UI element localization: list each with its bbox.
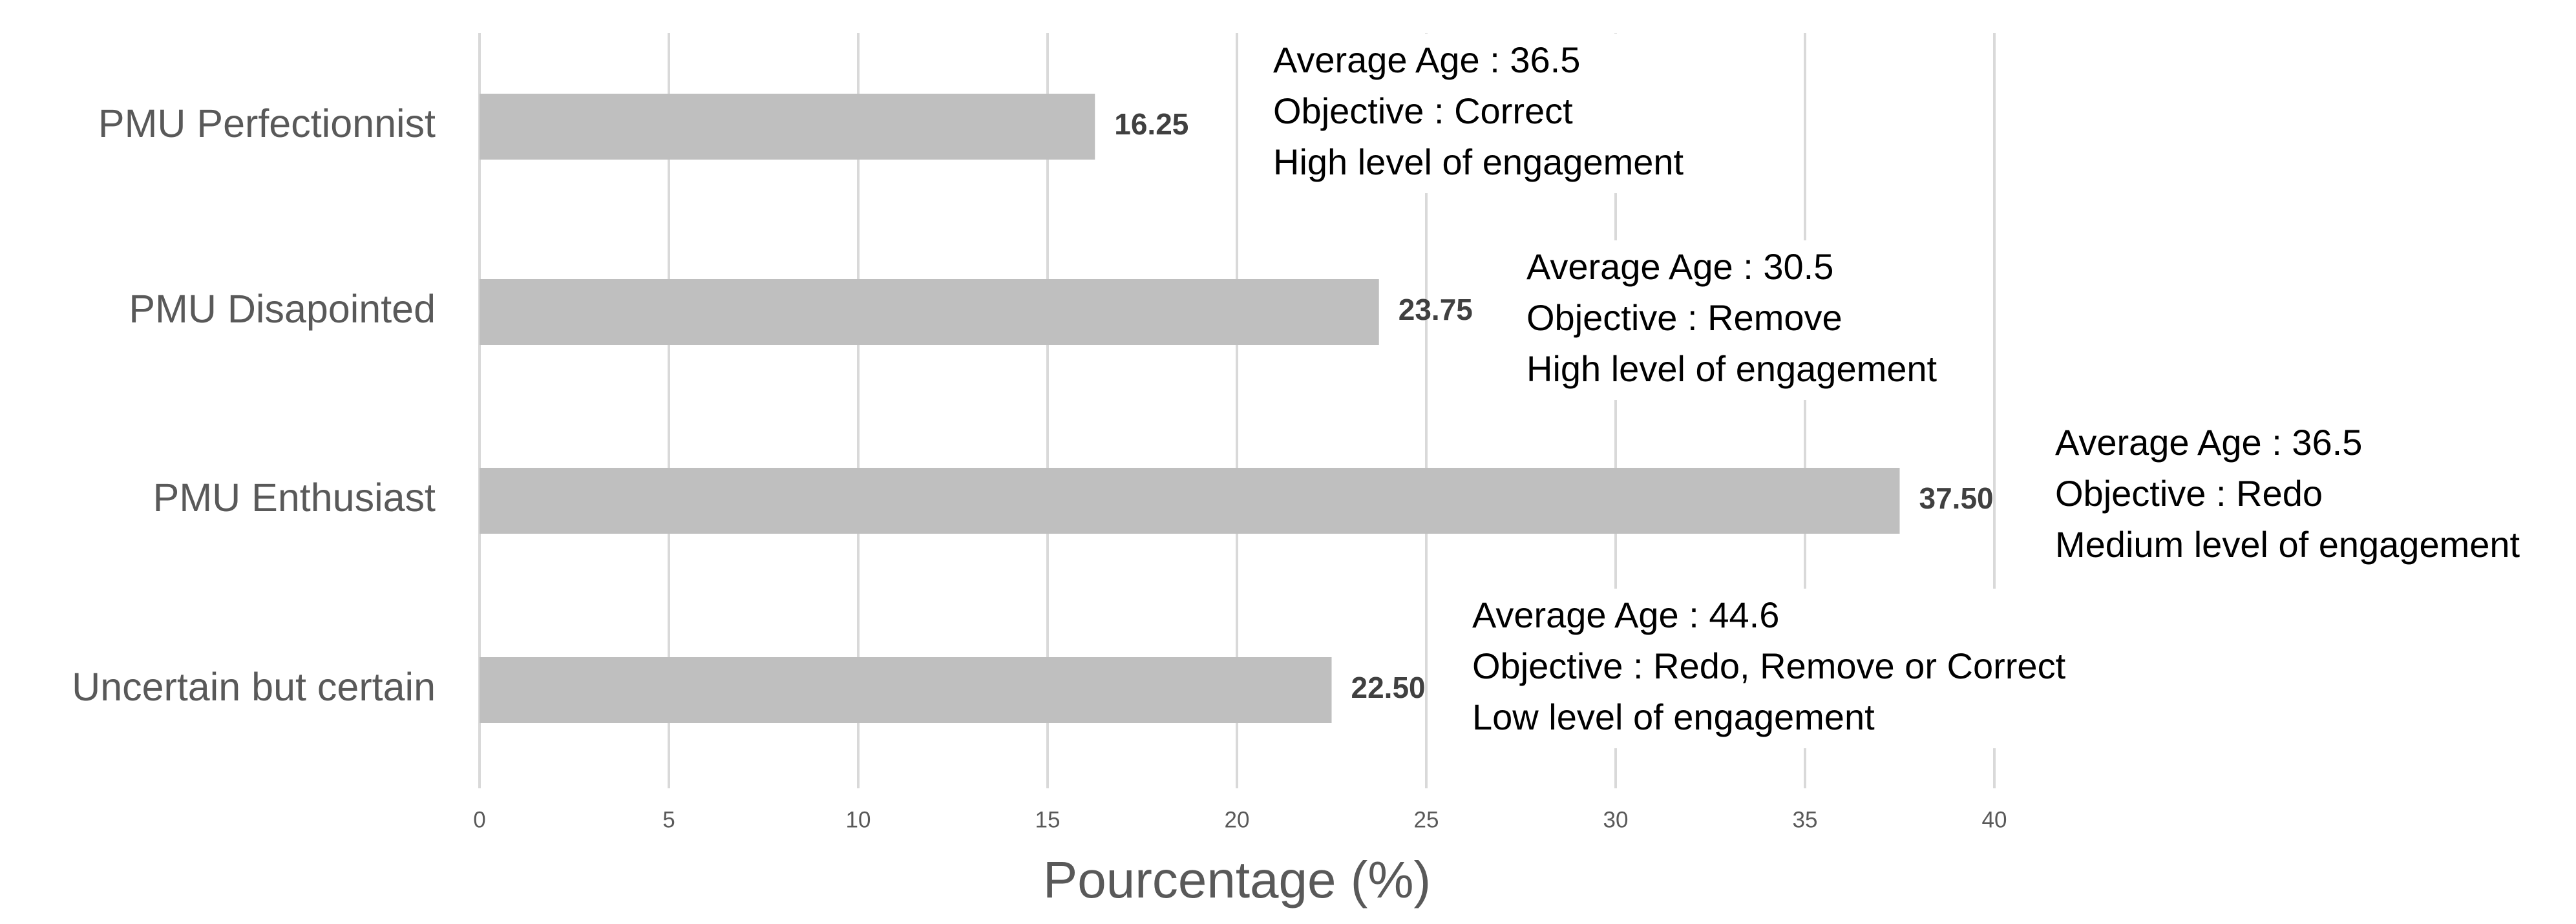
x-tick-label: 25 (1414, 807, 1439, 832)
value-label: 16.25 (1114, 107, 1188, 141)
x-tick-label: 35 (1793, 807, 1818, 832)
y-tick-label: PMU Perfectionnist (98, 101, 436, 145)
annotation-box (1514, 240, 1950, 400)
annotation-text: Medium level of engagement (2055, 524, 2520, 565)
y-tick-label: PMU Enthusiast (153, 476, 436, 520)
x-tick-label: 10 (846, 807, 871, 832)
annotation-text: High level of engagement (1273, 142, 1684, 182)
annotation-text: Low level of engagement (1472, 697, 1875, 737)
y-tick-label: PMU Disapointed (129, 287, 436, 331)
annotation-text: High level of engagement (1526, 348, 1937, 389)
bar (480, 94, 1095, 160)
value-label: 23.75 (1399, 293, 1473, 326)
x-tick-label: 40 (1982, 807, 2007, 832)
x-tick-label: 0 (473, 807, 485, 832)
bar (480, 279, 1379, 345)
y-tick-label: Uncertain but certain (72, 665, 436, 709)
x-tick-label: 5 (662, 807, 675, 832)
annotation-text: Average Age : 36.5 (2055, 422, 2362, 463)
x-axis-title: Pourcentage (%) (1043, 851, 1431, 908)
bar (480, 657, 1332, 723)
value-label: 22.50 (1351, 671, 1426, 704)
annotation-text: Objective : Remove (1526, 297, 1842, 338)
annotation-box (1260, 34, 1697, 193)
value-label: 37.50 (1919, 481, 1994, 515)
bar (480, 468, 1900, 534)
annotation-text: Average Age : 30.5 (1526, 246, 1833, 287)
annotation-text: Average Age : 36.5 (1273, 39, 1580, 80)
annotation-box (2042, 416, 2533, 576)
annotation-text: Objective : Correct (1273, 90, 1573, 131)
x-tick-label: 20 (1225, 807, 1250, 832)
x-tick-label: 30 (1603, 807, 1629, 832)
annotation-box (1459, 589, 2079, 748)
x-tick-label: 15 (1035, 807, 1061, 832)
annotation-text: Average Age : 44.6 (1472, 594, 1779, 635)
annotation-text: Objective : Redo (2055, 473, 2323, 514)
annotation-text: Objective : Redo, Remove or Correct (1472, 646, 2066, 686)
